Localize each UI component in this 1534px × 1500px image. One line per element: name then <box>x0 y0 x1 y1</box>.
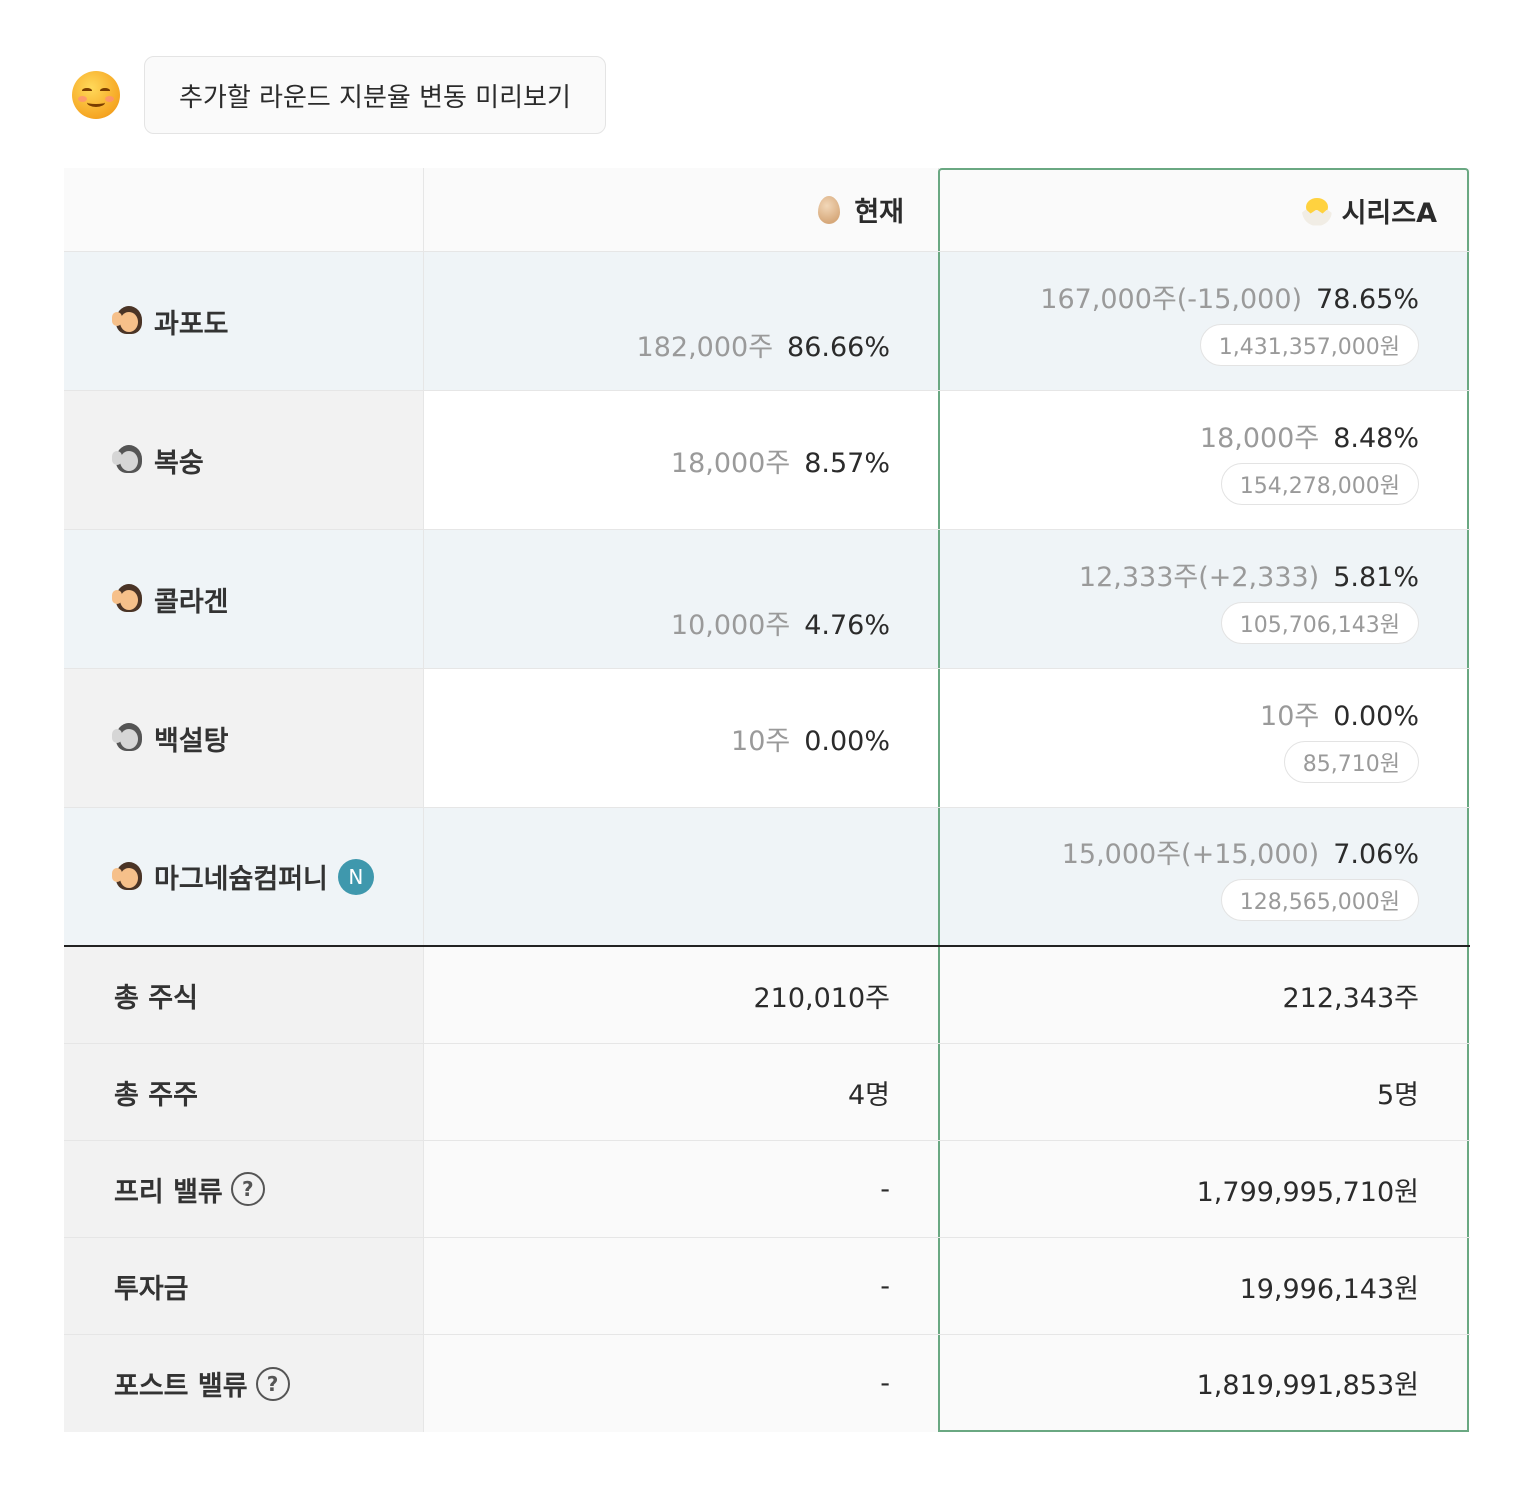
series-a-value-badge: 85,710원 <box>1283 740 1419 783</box>
total-shares-current: 210,010주 <box>424 947 939 1043</box>
shareholder-name-cell: 콜라겐 <box>64 530 424 668</box>
current-shares: 18,000주 <box>670 447 791 479</box>
investment-label: 투자금 <box>64 1238 424 1334</box>
shareholder-name: 과포도 <box>154 308 229 340</box>
column-header-current: 현재 <box>424 168 939 251</box>
preview-toolbar: 추가할 라운드 지분율 변동 미리보기 <box>72 56 606 134</box>
current-percent: 4.76% <box>804 609 890 641</box>
current-shares: 10,000주 <box>670 609 791 641</box>
shareholder-name: 콜라겐 <box>154 586 229 618</box>
total-holders-series-a: 5명 <box>938 1044 1469 1140</box>
pre-value-label: 프리 밸류 <box>114 1176 223 1208</box>
shareholder-name-cell: 백설탕 <box>64 669 424 807</box>
person-raising-hand-icon <box>112 306 144 336</box>
pre-value-series-a: 1,799,995,710원 <box>938 1141 1469 1237</box>
shareholder-name-cell: 복숭 <box>64 391 424 529</box>
total-shares-label: 총 주식 <box>64 947 424 1043</box>
egg-icon <box>818 195 841 224</box>
series-a-percent: 0.00% <box>1333 700 1419 732</box>
current-shares: 10주 <box>731 725 791 757</box>
current-holding-cell: 18,000주 8.57% <box>424 391 939 529</box>
shareholder-row: 마그네슘컴퍼니 N 15,000주(+15,000) 7.06% 128,565… <box>64 808 1470 947</box>
series-a-percent: 78.65% <box>1316 283 1419 315</box>
shareholder-name-cell: 과포도 <box>64 252 424 390</box>
person-raising-hand-icon <box>112 584 144 614</box>
pre-value-label-cell: 프리 밸류 ? <box>64 1141 424 1237</box>
series-a-holding-cell: 167,000주(-15,000) 78.65% 1,431,357,000원 <box>938 252 1469 390</box>
person-raising-hand-icon <box>112 723 144 753</box>
investment-current: - <box>424 1238 939 1334</box>
person-raising-hand-icon <box>112 445 144 475</box>
total-holders-row: 총 주주 4명 5명 <box>64 1044 1470 1141</box>
shareholder-name: 백설탕 <box>154 725 229 757</box>
current-percent: 0.00% <box>804 725 890 757</box>
series-a-holding-cell: 12,333주(+2,333) 5.81% 105,706,143원 <box>938 530 1469 668</box>
total-shares-series-a: 212,343주 <box>938 947 1469 1043</box>
question-circle-icon[interactable]: ? <box>230 1172 265 1206</box>
series-a-shares: 15,000주(+15,000) <box>1061 839 1320 870</box>
round-preview-button[interactable]: 추가할 라운드 지분율 변동 미리보기 <box>144 56 606 134</box>
current-shares: 182,000주 <box>636 331 774 363</box>
post-value-series-a: 1,819,991,853원 <box>938 1335 1469 1432</box>
current-percent: 8.57% <box>804 447 890 479</box>
table-header: 현재 시리즈A <box>64 168 1470 252</box>
smiling-face-icon <box>72 71 120 119</box>
header-empty-cell <box>64 168 424 251</box>
shareholder-name: 복숭 <box>154 447 204 479</box>
series-a-percent: 8.48% <box>1333 422 1419 454</box>
series-a-percent: 7.06% <box>1333 839 1419 870</box>
post-value-label-cell: 포스트 밸류 ? <box>64 1335 424 1432</box>
series-a-value-badge: 128,565,000원 <box>1220 879 1419 921</box>
series-a-shares: 18,000주 <box>1199 422 1320 454</box>
shareholder-row: 복숭 18,000주 8.57% 18,000주 8.48% 154,278,0… <box>64 391 1470 530</box>
series-a-value-badge: 154,278,000원 <box>1220 462 1419 505</box>
series-a-holding-cell: 10주 0.00% 85,710원 <box>938 669 1469 807</box>
shareholder-name: 마그네슘컴퍼니 <box>154 864 328 895</box>
new-badge: N <box>337 858 374 895</box>
post-value-row: 포스트 밸류 ? - 1,819,991,853원 <box>64 1335 1470 1432</box>
series-a-value-badge: 105,706,143원 <box>1220 601 1419 644</box>
investment-row: 투자금 - 19,996,143원 <box>64 1238 1470 1335</box>
shareholder-row: 과포도 182,000주 86.66% 167,000주(-15,000) 78… <box>64 252 1470 391</box>
current-holding-cell: 10,000주 4.76% <box>424 530 939 668</box>
shareholder-name-cell: 마그네슘컴퍼니 N <box>64 808 424 945</box>
total-shares-row: 총 주식 210,010주 212,343주 <box>64 947 1470 1044</box>
total-holders-label: 총 주주 <box>64 1044 424 1140</box>
series-a-value-badge: 1,431,357,000원 <box>1199 323 1419 366</box>
investment-series-a: 19,996,143원 <box>938 1238 1469 1334</box>
current-percent: 86.66% <box>787 331 890 363</box>
series-a-shares: 12,333주(+2,333) <box>1078 561 1320 593</box>
post-value-label: 포스트 밸류 <box>114 1371 248 1402</box>
hatching-chick-icon <box>1301 196 1332 226</box>
series-a-shares: 167,000주(-15,000) <box>1040 283 1303 315</box>
current-holding-cell: 10주 0.00% <box>424 669 939 807</box>
pre-value-row: 프리 밸류 ? - 1,799,995,710원 <box>64 1141 1470 1238</box>
post-value-current: - <box>424 1335 939 1432</box>
series-a-shares: 10주 <box>1260 700 1320 732</box>
cap-table: 현재 시리즈A 과포도 182,000주 86.66% 167,000주(-15… <box>64 168 1470 1432</box>
person-raising-hand-icon <box>112 861 144 892</box>
series-a-percent: 5.81% <box>1333 561 1419 593</box>
series-a-holding-cell: 18,000주 8.48% 154,278,000원 <box>938 391 1469 529</box>
shareholder-row: 콜라겐 10,000주 4.76% 12,333주(+2,333) 5.81% … <box>64 530 1470 669</box>
column-header-series-a: 시리즈A <box>938 168 1469 251</box>
total-holders-current: 4명 <box>424 1044 939 1140</box>
current-holding-cell <box>424 808 939 945</box>
question-circle-icon[interactable]: ? <box>255 1366 290 1401</box>
shareholder-row: 백설탕 10주 0.00% 10주 0.00% 85,710원 <box>64 669 1470 808</box>
current-holding-cell: 182,000주 86.66% <box>424 252 939 390</box>
series-a-holding-cell: 15,000주(+15,000) 7.06% 128,565,000원 <box>938 808 1469 945</box>
pre-value-current: - <box>424 1141 939 1237</box>
